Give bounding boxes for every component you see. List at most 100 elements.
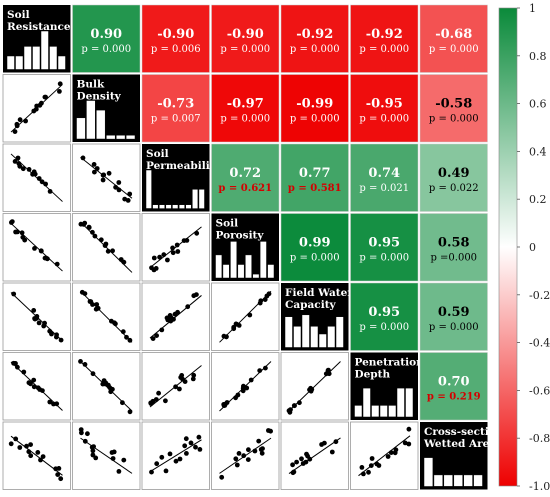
scatter-point-3-0-12 bbox=[42, 255, 48, 261]
scatter-point-5-1-0 bbox=[120, 400, 125, 406]
scatter-point-3-2-12 bbox=[181, 238, 187, 244]
scatter-point-6-0-0 bbox=[58, 476, 64, 482]
scatter-point-4-0-11 bbox=[54, 334, 59, 340]
scatter-point-2-1-6 bbox=[91, 162, 97, 167]
scatter-point-2-1-13 bbox=[94, 166, 100, 171]
scatter-point-6-5-12 bbox=[406, 441, 412, 447]
scatter-point-6-3-4 bbox=[234, 462, 240, 468]
correlation-value-2-3: 0.72 bbox=[229, 166, 261, 181]
histogram-bar-5-3 bbox=[379, 405, 388, 418]
scatter-point-4-3-9 bbox=[257, 300, 263, 306]
correlation-value-0-6: -0.68 bbox=[435, 27, 472, 42]
histogram-bar-4-5 bbox=[327, 326, 336, 348]
p-value-0-5: p = 0.000 bbox=[359, 44, 409, 55]
scatter-point-4-3-10 bbox=[231, 326, 237, 332]
scatter-point-3-2-6 bbox=[157, 254, 163, 260]
colorbar-tick-label-9: -0.8 bbox=[529, 432, 550, 445]
matrix-cells: SoilResistanceBulkDensitySoilPermeabilit… bbox=[2, 4, 514, 490]
histogram-bar-4-3 bbox=[310, 326, 319, 348]
histogram-bar-1-1 bbox=[86, 100, 96, 140]
scatter-point-6-3-10 bbox=[219, 474, 225, 480]
scatter-point-5-0-11 bbox=[21, 369, 27, 375]
correlation-value-0-2: -0.90 bbox=[157, 27, 194, 42]
scatter-point-6-2-6 bbox=[173, 458, 179, 464]
scatter-point-2-1-5 bbox=[101, 172, 107, 178]
scatter-point-5-1-13 bbox=[127, 409, 133, 415]
scatter-point-2-0-8 bbox=[20, 166, 26, 172]
correlation-cell-1-4 bbox=[280, 74, 349, 143]
scatter-point-6-2-4 bbox=[183, 436, 189, 442]
scatter-point-5-3-12 bbox=[248, 377, 254, 383]
scatter-point-6-2-10 bbox=[182, 443, 188, 449]
scatter-point-6-5-1 bbox=[359, 465, 365, 470]
histogram-bar-6-3 bbox=[453, 474, 463, 487]
correlation-cell-5-6 bbox=[419, 352, 488, 421]
scatter-point-6-0-13 bbox=[40, 454, 46, 459]
histogram-bar-3-2 bbox=[230, 241, 238, 279]
scatter-point-4-1-3 bbox=[94, 302, 100, 307]
scatter-point-4-2-10 bbox=[175, 309, 181, 315]
scatter-point-1-0-12 bbox=[14, 123, 20, 129]
scatter-point-4-1-12 bbox=[124, 334, 129, 340]
histogram-bar-5-0 bbox=[354, 405, 363, 418]
scatter-point-6-0-3 bbox=[55, 472, 61, 477]
scatter-point-5-2-3 bbox=[177, 386, 182, 392]
histogram-bar-6-4 bbox=[463, 474, 473, 487]
scatter-point-6-1-11 bbox=[109, 450, 115, 455]
correlation-value-0-3: -0.90 bbox=[227, 27, 264, 42]
variable-label-0-1: Resistance bbox=[7, 21, 71, 33]
correlation-cell-2-6 bbox=[419, 143, 488, 212]
scatter-point-4-1-11 bbox=[95, 305, 101, 311]
scatter-point-1-0-2 bbox=[31, 108, 37, 114]
scatter-point-6-2-13 bbox=[163, 468, 169, 474]
histogram-bar-0-2 bbox=[23, 46, 32, 70]
scatter-point-5-0-10 bbox=[54, 401, 60, 407]
scatter-point-4-1-13 bbox=[82, 291, 88, 296]
scatter-point-3-0-6 bbox=[32, 246, 37, 251]
correlation-cell-2-4 bbox=[280, 143, 349, 212]
scatter-point-6-5-2 bbox=[388, 450, 394, 455]
p-value-4-5: p = 0.000 bbox=[359, 322, 409, 333]
scatter-point-6-4-8 bbox=[303, 459, 309, 465]
scatter-point-1-0-3 bbox=[12, 129, 18, 135]
scatter-point-6-1-8 bbox=[93, 455, 99, 461]
correlation-cell-1-3 bbox=[211, 74, 280, 143]
scatter-point-5-2-9 bbox=[182, 379, 188, 384]
scatter-point-6-1-3 bbox=[121, 457, 127, 463]
scatter-point-6-1-5 bbox=[116, 469, 122, 474]
scatter-point-6-5-9 bbox=[393, 447, 399, 453]
scatter-point-6-4-12 bbox=[319, 442, 324, 447]
scatter-point-3-0-9 bbox=[54, 261, 60, 267]
scatter-point-5-4-8 bbox=[323, 371, 329, 377]
variable-label-6-1: Wetted Area bbox=[423, 438, 496, 450]
scatter-point-5-0-9 bbox=[31, 377, 37, 383]
scatter-point-2-1-2 bbox=[127, 191, 133, 197]
histogram-bar-6-1 bbox=[433, 474, 444, 487]
correlation-cell-2-5 bbox=[350, 143, 419, 212]
scatter-point-6-0-6 bbox=[17, 445, 23, 450]
scatter-point-3-2-10 bbox=[174, 242, 180, 248]
histogram-bar-3-5 bbox=[252, 273, 260, 279]
correlation-value-0-5: -0.92 bbox=[366, 27, 403, 42]
histogram-bar-3-1 bbox=[222, 264, 230, 279]
scatter-point-4-1-1 bbox=[113, 321, 118, 327]
scatter-point-6-1-13 bbox=[82, 438, 88, 444]
histogram-bar-2-6 bbox=[185, 204, 192, 209]
scatter-point-2-0-13 bbox=[31, 169, 37, 175]
scatter-point-2-0-10 bbox=[39, 179, 45, 185]
variable-label-4-0: Field Water bbox=[285, 287, 353, 299]
correlation-cell-1-6 bbox=[419, 74, 488, 143]
histogram-bar-2-1 bbox=[152, 204, 159, 209]
scatter-point-4-2-9 bbox=[191, 293, 197, 299]
scatter-point-6-1-12 bbox=[91, 444, 96, 449]
correlation-cell-0-1 bbox=[72, 4, 141, 73]
scatter-point-4-2-3 bbox=[150, 336, 156, 341]
scatter-point-5-4-11 bbox=[287, 409, 293, 415]
scatter-point-6-1-2 bbox=[110, 456, 116, 461]
p-value-3-5: p = 0.000 bbox=[359, 252, 409, 263]
scatter-point-6-4-11 bbox=[307, 456, 313, 462]
correlation-value-3-5: 0.95 bbox=[368, 235, 400, 250]
scatter-point-5-1-4 bbox=[90, 371, 96, 377]
correlation-value-4-5: 0.95 bbox=[368, 305, 400, 320]
scatter-point-5-3-9 bbox=[235, 392, 241, 398]
